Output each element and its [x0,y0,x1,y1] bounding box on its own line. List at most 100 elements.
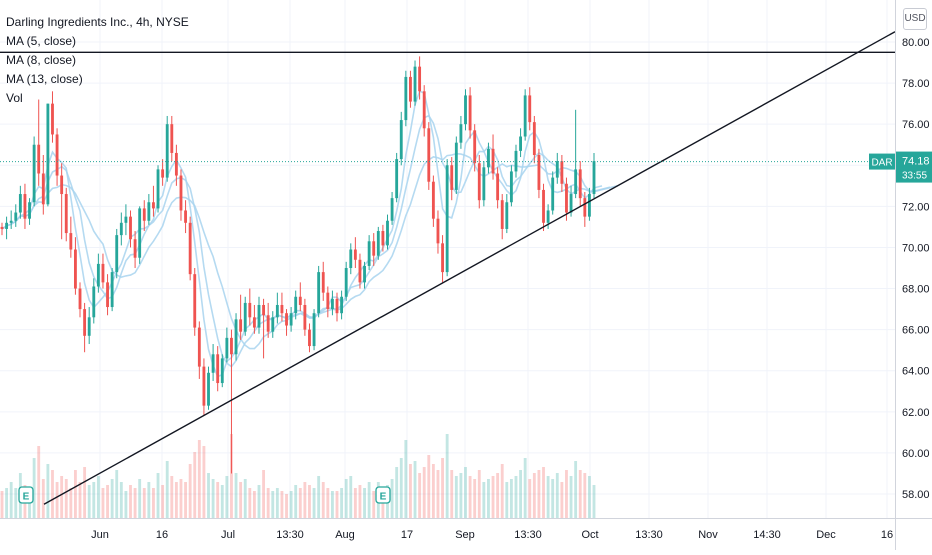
candle[interactable] [509,165,513,207]
candle[interactable] [592,152,596,199]
candle[interactable] [450,157,454,201]
candle[interactable] [239,294,243,340]
candle[interactable] [14,204,18,227]
candle[interactable] [459,115,463,149]
candle[interactable] [413,60,417,106]
candle[interactable] [583,191,587,227]
candle[interactable] [340,290,344,320]
candle[interactable] [28,198,31,225]
candle[interactable] [23,183,27,229]
candle[interactable] [505,194,509,234]
candle[interactable] [523,89,527,141]
candle[interactable] [0,222,4,236]
candle[interactable] [147,194,151,225]
candle[interactable] [303,298,307,336]
candle[interactable] [500,194,504,240]
candle[interactable] [271,311,275,338]
candle[interactable] [427,122,431,190]
candle[interactable] [349,243,353,275]
chart-title[interactable]: Darling Ingredients Inc., 4h, NYSE [6,15,189,29]
candle[interactable] [152,185,155,217]
candle[interactable] [9,210,13,229]
candle[interactable] [188,216,192,281]
legend-ma8[interactable]: MA (8, close) [6,53,77,67]
candle[interactable] [285,309,288,336]
candle[interactable] [220,354,224,388]
candle[interactable] [560,155,564,192]
candle[interactable] [138,206,142,264]
candle[interactable] [431,175,435,227]
candle[interactable] [69,216,73,258]
candle[interactable] [87,307,91,345]
candle[interactable] [551,171,555,215]
candle[interactable] [496,167,500,209]
candle[interactable] [298,282,302,312]
candle[interactable] [41,155,45,215]
candle[interactable] [317,265,321,318]
candle[interactable] [207,366,210,410]
candle[interactable] [542,183,545,232]
candle[interactable] [532,115,536,164]
candle[interactable] [482,161,486,207]
candle[interactable] [308,323,311,353]
candle[interactable] [473,124,477,172]
candle[interactable] [257,296,261,334]
candle[interactable] [372,233,376,266]
candle[interactable] [409,70,412,108]
candle[interactable] [574,109,578,199]
candle[interactable] [161,159,165,186]
candle[interactable] [92,278,96,324]
candle[interactable] [519,128,522,158]
candle[interactable] [174,144,178,186]
candle[interactable] [390,191,394,225]
candle[interactable] [193,268,197,336]
candle[interactable] [243,296,247,336]
candle[interactable] [64,187,68,242]
candle[interactable] [230,329,233,474]
candle[interactable] [395,152,399,203]
candle[interactable] [468,87,472,139]
candle[interactable] [326,286,330,318]
candle[interactable] [234,313,238,361]
candle[interactable] [436,210,440,254]
candle[interactable] [262,298,266,359]
candle[interactable] [83,302,87,353]
candle[interactable] [280,292,284,322]
earnings-marker[interactable]: E [375,486,391,504]
candle[interactable] [399,111,403,166]
candle[interactable] [404,70,408,127]
candle[interactable] [289,307,293,332]
candle[interactable] [124,204,128,236]
candle[interactable] [386,214,389,250]
candle[interactable] [197,321,201,379]
candle[interactable] [376,226,380,260]
candle[interactable] [96,253,100,293]
candle[interactable] [74,237,77,295]
candle[interactable] [129,210,132,248]
candles[interactable] [0,56,596,474]
legend-volume[interactable]: Vol [6,91,23,105]
candle[interactable] [119,212,123,246]
candle[interactable] [133,231,137,268]
candle[interactable] [528,87,532,131]
candle[interactable] [294,290,298,320]
candle[interactable] [32,136,36,207]
candle[interactable] [202,358,206,416]
candle[interactable] [106,274,109,316]
candle[interactable] [312,309,316,351]
candle[interactable] [464,89,467,131]
candle[interactable] [60,163,64,240]
candle[interactable] [555,152,559,184]
candle[interactable] [335,292,339,322]
candle[interactable] [275,292,279,324]
candle[interactable] [344,261,348,301]
candle[interactable] [248,288,252,326]
earnings-marker[interactable]: E [18,486,34,504]
candle[interactable] [491,134,495,180]
candle[interactable] [51,91,54,143]
candle[interactable] [165,115,169,182]
symbol-tag[interactable]: DAR [869,153,895,170]
candle[interactable] [142,200,146,232]
